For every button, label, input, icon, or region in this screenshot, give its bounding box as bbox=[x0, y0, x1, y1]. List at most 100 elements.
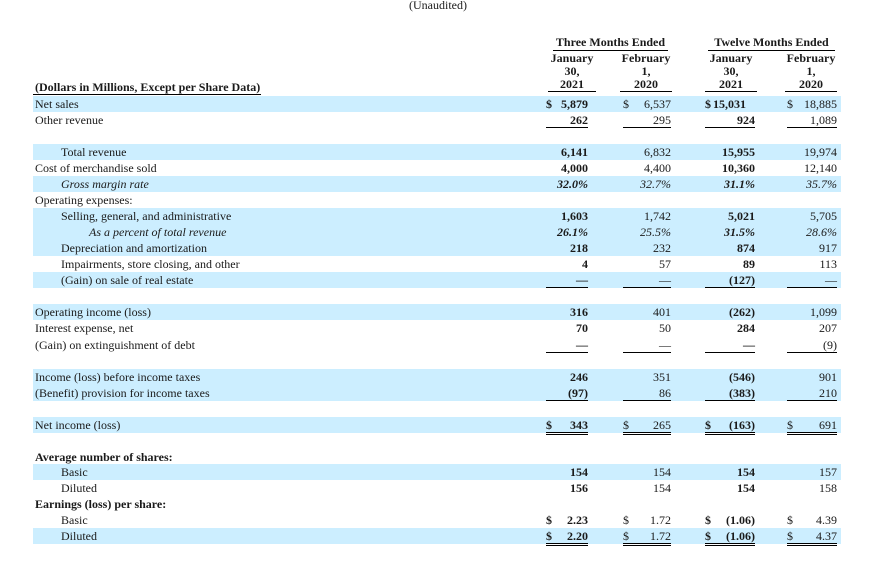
value-cell: 32.7% bbox=[640, 177, 671, 191]
value-cell: 25.5% bbox=[640, 225, 671, 239]
value-cell: $15,031 bbox=[705, 97, 746, 111]
value-cell: 924 bbox=[705, 113, 755, 128]
table-row: Earnings (loss) per share: bbox=[33, 496, 841, 512]
value-cell: 246 bbox=[570, 370, 588, 384]
row-label: Net sales bbox=[35, 97, 79, 111]
value-cell: $691 bbox=[787, 418, 837, 435]
value-cell: 19,974 bbox=[804, 145, 837, 159]
table-row: Average number of shares: bbox=[33, 449, 841, 465]
value-cell: 1,742 bbox=[644, 209, 671, 223]
value-cell: 284 bbox=[737, 321, 755, 335]
value-cell: (127) bbox=[705, 273, 755, 288]
value-cell: $18,885 bbox=[787, 97, 837, 111]
row-label: As a percent of total revenue bbox=[89, 225, 227, 239]
value-cell: 157 bbox=[819, 465, 837, 479]
value-cell: 295 bbox=[623, 113, 671, 128]
section-label: Operating expenses: bbox=[35, 193, 133, 207]
row-label: Income (loss) before income taxes bbox=[35, 370, 201, 384]
unaudited-label: (Unaudited) bbox=[409, 0, 467, 12]
value-cell: 154 bbox=[737, 465, 755, 479]
section-label: Average number of shares: bbox=[35, 450, 173, 464]
value-cell: 154 bbox=[653, 465, 671, 479]
row-label: (Gain) on sale of real estate bbox=[61, 273, 194, 287]
value-cell: $265 bbox=[623, 418, 671, 435]
value-cell: — bbox=[546, 273, 588, 288]
value-cell: 1,089 bbox=[787, 113, 837, 128]
value-cell: $ (1.06) bbox=[705, 513, 755, 527]
value-cell: 154 bbox=[653, 481, 671, 495]
value-cell: 351 bbox=[653, 370, 671, 384]
value-cell: 1,099 bbox=[810, 305, 837, 319]
value-cell: 6,141 bbox=[561, 145, 588, 159]
row-label: Net income (loss) bbox=[35, 418, 121, 432]
table-row: Depreciation and amortization 218 232 87… bbox=[33, 240, 841, 256]
value-cell: $4.37 bbox=[787, 529, 837, 546]
value-cell: — bbox=[705, 338, 755, 353]
row-label: Impairments, store closing, and other bbox=[61, 257, 240, 271]
value-cell: 31.5% bbox=[724, 225, 755, 239]
value-cell: 5,021 bbox=[728, 209, 755, 223]
value-cell: 4,000 bbox=[561, 161, 588, 175]
value-cell: $1.72 bbox=[623, 529, 671, 546]
value-cell: 210 bbox=[787, 386, 837, 401]
value-cell: — bbox=[623, 273, 671, 288]
table-row: Total revenue 6,141 6,832 15,955 19,974 bbox=[33, 144, 841, 160]
table-row: (Benefit) provision for income taxes (97… bbox=[33, 385, 841, 401]
col-header-jan-2021-3m: January 30, 2021 bbox=[548, 52, 596, 92]
row-label: (Benefit) provision for income taxes bbox=[35, 386, 210, 400]
value-cell: 6,832 bbox=[644, 145, 671, 159]
value-cell: 917 bbox=[819, 241, 837, 255]
value-cell: 874 bbox=[737, 241, 755, 255]
value-cell: 232 bbox=[653, 241, 671, 255]
table-row: Interest expense, net 70 50 284 207 bbox=[33, 320, 841, 336]
value-cell: 316 bbox=[570, 305, 588, 319]
dollars-label: (Dollars in Millions, Except per Share D… bbox=[35, 80, 261, 94]
row-label: Total revenue bbox=[61, 145, 127, 159]
value-cell: 401 bbox=[653, 305, 671, 319]
table-row: Selling, general, and administrative 1,6… bbox=[33, 208, 841, 224]
value-cell: (262) bbox=[729, 305, 755, 319]
table-row: Impairments, store closing, and other 4 … bbox=[33, 256, 841, 272]
value-cell: 207 bbox=[819, 321, 837, 335]
row-label: Gross margin rate bbox=[61, 177, 149, 191]
value-cell: (546) bbox=[729, 370, 755, 384]
value-cell: $4.39 bbox=[787, 513, 837, 527]
row-label: Selling, general, and administrative bbox=[61, 209, 232, 223]
value-cell: 35.7% bbox=[806, 177, 837, 191]
table-row: Other revenue 262 295 924 1,089 bbox=[33, 112, 841, 128]
value-cell: $ (163) bbox=[705, 418, 755, 435]
value-cell: 28.6% bbox=[806, 225, 837, 239]
table-row: Basic 154 154 154 157 bbox=[33, 464, 841, 480]
value-cell: 70 bbox=[576, 321, 588, 335]
table-row: As a percent of total revenue 26.1% 25.5… bbox=[33, 224, 841, 240]
dollars-label-rule bbox=[33, 94, 261, 95]
value-cell: 154 bbox=[570, 465, 588, 479]
value-cell: 15,955 bbox=[722, 145, 755, 159]
table-row: Diluted $2.20 $1.72 $ (1.06) $4.37 bbox=[33, 528, 841, 546]
value-cell: 26.1% bbox=[557, 225, 588, 239]
dollars-label-row: (Dollars in Millions, Except per Share D… bbox=[33, 80, 841, 94]
value-cell: (9) bbox=[787, 338, 837, 353]
row-label: Operating income (loss) bbox=[35, 305, 151, 319]
section-label: Earnings (loss) per share: bbox=[35, 497, 167, 511]
table-row: Operating expenses: bbox=[33, 192, 841, 208]
row-label: Diluted bbox=[61, 529, 97, 543]
value-cell: $2.20 bbox=[546, 529, 588, 546]
value-cell: $343 bbox=[546, 418, 588, 435]
value-cell: 156 bbox=[570, 481, 588, 495]
table-row: Net income (loss) $343 $265 $ (163) $691 bbox=[33, 417, 841, 435]
value-cell: — bbox=[787, 273, 837, 288]
table-row: (Gain) on sale of real estate — — (127) … bbox=[33, 272, 841, 288]
table-row: Net sales $5,879 $6,537 $15,031 $18,885 bbox=[33, 96, 841, 112]
col-header-feb-2020-3m: February 1, 2020 bbox=[620, 51, 672, 92]
table-row: Income (loss) before income taxes 246 35… bbox=[33, 369, 841, 385]
value-cell: 262 bbox=[546, 113, 588, 128]
value-cell: 12,140 bbox=[804, 161, 837, 175]
row-label: Basic bbox=[61, 465, 88, 479]
table-row: Cost of merchandise sold 4,000 4,400 10,… bbox=[33, 160, 841, 176]
value-cell: 50 bbox=[659, 321, 671, 335]
row-label: Basic bbox=[61, 513, 88, 527]
value-cell: 1,603 bbox=[561, 209, 588, 223]
table-row: (Gain) on extinguishment of debt — — — (… bbox=[33, 337, 841, 353]
value-cell: 218 bbox=[570, 241, 588, 255]
